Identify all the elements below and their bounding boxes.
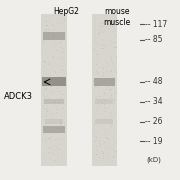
- Text: -- 85: -- 85: [145, 35, 162, 44]
- Text: mouse
muscle: mouse muscle: [103, 7, 131, 27]
- FancyBboxPatch shape: [43, 126, 65, 133]
- FancyBboxPatch shape: [42, 77, 66, 86]
- FancyBboxPatch shape: [45, 119, 63, 124]
- FancyBboxPatch shape: [43, 32, 65, 40]
- Text: -- 117: -- 117: [145, 20, 167, 29]
- Text: -- 34: -- 34: [145, 97, 163, 106]
- FancyBboxPatch shape: [41, 14, 67, 166]
- Text: HepG2: HepG2: [54, 7, 80, 16]
- Text: -- 19: -- 19: [145, 137, 162, 146]
- FancyBboxPatch shape: [92, 14, 117, 166]
- Text: -- 48: -- 48: [145, 77, 162, 86]
- FancyBboxPatch shape: [94, 78, 115, 86]
- Text: -- 26: -- 26: [145, 117, 162, 126]
- FancyBboxPatch shape: [95, 100, 113, 104]
- FancyBboxPatch shape: [44, 99, 64, 104]
- FancyBboxPatch shape: [95, 119, 113, 124]
- Text: ADCK3: ADCK3: [4, 92, 33, 101]
- Text: (kD): (kD): [147, 157, 162, 163]
